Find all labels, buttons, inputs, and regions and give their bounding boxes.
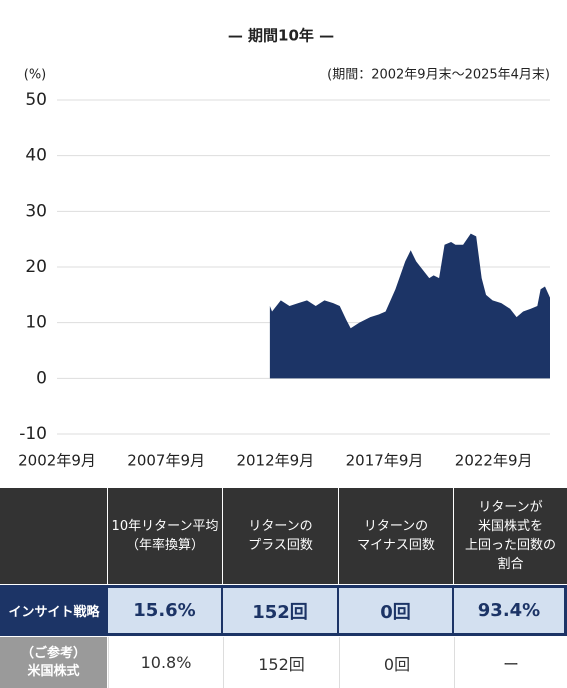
header-cell: リターンのプラス回数: [223, 488, 338, 584]
value-cell: 15.6%: [108, 585, 223, 636]
value-cell: ー: [454, 637, 567, 688]
y-axis-label: (%): [24, 68, 47, 83]
y-tick-label: -10: [19, 424, 47, 444]
cell-text: リターンが: [478, 500, 543, 515]
cell-text: マイナス回数: [357, 538, 435, 553]
x-tick-label: 2012年9月: [236, 452, 314, 470]
cell-text: 米国株式を: [477, 519, 543, 534]
cell-text: 上回った回数の: [464, 538, 556, 553]
cell-text: 割合: [497, 557, 524, 572]
value-cell: 152回: [223, 585, 339, 636]
cell-text: ー: [502, 654, 519, 674]
value-cell: 152回: [223, 637, 339, 688]
summary-table: 10年リターン平均 （年率換算） リターンの プラス回数 リターンの マイナス回数 リターン…: [0, 488, 567, 688]
x-tick-label: 2002年9月: [18, 452, 96, 470]
y-tick-label: 0: [36, 368, 47, 388]
y-tick-label: 30: [25, 201, 47, 221]
header-cell: リターンのマイナス回数: [339, 488, 453, 584]
cell-text: リターンの: [363, 519, 429, 534]
header-cell: リターンが米国株式を上回った回数の 割合: [454, 488, 567, 584]
value-cell: 10.8%: [108, 637, 223, 688]
cell-text: リターンの: [248, 519, 313, 534]
cell-text: 0回: [383, 654, 411, 674]
chart-subtitle: (期間：2002年9月末〜2025年4月末): [327, 68, 550, 83]
y-tick-label: 50: [25, 90, 47, 110]
chart-title: — 期間10年 —: [228, 27, 334, 45]
cell-text: インサイト戦略: [8, 605, 100, 620]
header-cell: [0, 488, 107, 584]
cell-text: 93.4%: [477, 600, 541, 621]
cell-text: （ご参考）: [20, 645, 86, 661]
value-cell: 93.4%: [454, 585, 567, 636]
cell-text: 152回: [252, 601, 308, 623]
cell-text: 10年リターン平均: [111, 519, 219, 534]
value-cell: 0回: [339, 585, 454, 636]
y-tick-label: 40: [25, 146, 47, 166]
header-cell: 10年リターン平均 （年率換算）: [108, 488, 222, 584]
y-tick-label: 20: [25, 257, 47, 277]
cell-text: 15.6%: [133, 600, 196, 621]
cell-text: プラス回数: [248, 538, 313, 553]
cell-text: 0回: [380, 601, 411, 623]
area: [269, 233, 550, 379]
value-cell: 0回: [339, 637, 454, 688]
row-label: （ご参考） 米国株式: [0, 637, 107, 688]
row-label: インサイト戦略: [0, 585, 108, 636]
x-tick-label: 2017年9月: [346, 452, 424, 470]
y-tick-label: 10: [25, 313, 47, 333]
cell-text: （年率換算）: [125, 538, 204, 553]
x-tick-label: 2022年9月: [455, 452, 533, 470]
cell-text: 152回: [258, 654, 305, 674]
cell-text: 米国株式: [27, 663, 80, 679]
chart: — 期間10年 — (%) (期間：2002年9月末〜2025年4月末) 50 4…: [18, 27, 550, 470]
cell-text: 10.8%: [140, 653, 192, 672]
x-tick-label: 2007年9月: [127, 452, 205, 470]
